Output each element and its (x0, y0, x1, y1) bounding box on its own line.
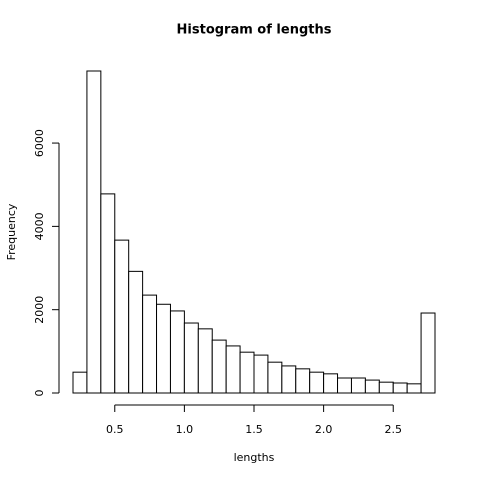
bar (183, 322, 199, 394)
bar (114, 239, 130, 394)
bar (281, 365, 297, 394)
bar (239, 351, 255, 394)
x-tick-label: 1.0 (176, 423, 194, 436)
y-tick-label: 4000 (33, 212, 46, 240)
bar (72, 371, 88, 394)
bar (392, 382, 408, 394)
x-tick-label: 1.5 (245, 423, 263, 436)
bar (197, 328, 213, 394)
bar (323, 373, 339, 394)
bar (295, 368, 311, 394)
bar (156, 303, 171, 394)
x-tick-label: 2.5 (384, 423, 402, 436)
bar (211, 339, 227, 394)
bar (267, 361, 283, 394)
bar (406, 383, 422, 394)
bar (378, 381, 394, 394)
bar (253, 354, 269, 394)
y-tick-label: 2000 (33, 296, 46, 324)
bar (100, 193, 116, 394)
chart-title: Histogram of lengths (177, 23, 332, 38)
bar (86, 70, 102, 394)
bar (128, 270, 144, 394)
bar (225, 345, 241, 394)
x-tick-label: 2.0 (315, 423, 333, 436)
bar (142, 294, 158, 394)
bar (169, 310, 185, 394)
bar (350, 377, 366, 394)
bar (337, 377, 352, 394)
y-tick-label: 6000 (33, 129, 46, 157)
bar (364, 379, 380, 394)
x-tick-label: 0.5 (106, 423, 124, 436)
y-axis-label: Frequency (5, 203, 18, 260)
bar (309, 371, 325, 394)
y-tick-label: 0 (33, 390, 46, 397)
bar (420, 312, 436, 394)
x-axis-label: lengths (234, 451, 275, 464)
